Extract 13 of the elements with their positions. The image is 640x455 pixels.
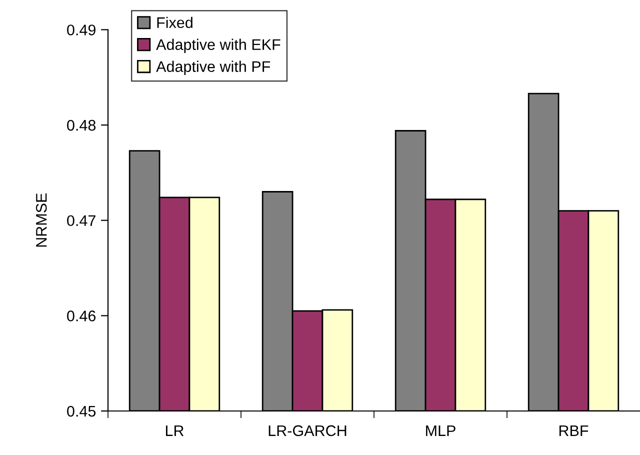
y-axis-title: NRMSE: [36, 193, 47, 247]
legend-label: Fixed: [157, 16, 192, 28]
legend-label: Adaptive with EKF: [156, 38, 280, 54]
legend-label: Adaptive with PF: [156, 60, 270, 76]
x-tick-label: LR-GARCH: [268, 425, 346, 436]
x-tick-label: RBF: [559, 425, 588, 436]
y-tick-label: 0.48: [67, 120, 96, 131]
y-tick-label: 0.45: [67, 406, 96, 417]
y-tick-label: 0.47: [67, 215, 96, 226]
y-tick-label: 0.49: [67, 24, 96, 36]
y-tick-label: 0.46: [67, 310, 96, 322]
x-tick-label: MLP: [426, 425, 456, 436]
x-tick-label: LR: [166, 425, 184, 436]
